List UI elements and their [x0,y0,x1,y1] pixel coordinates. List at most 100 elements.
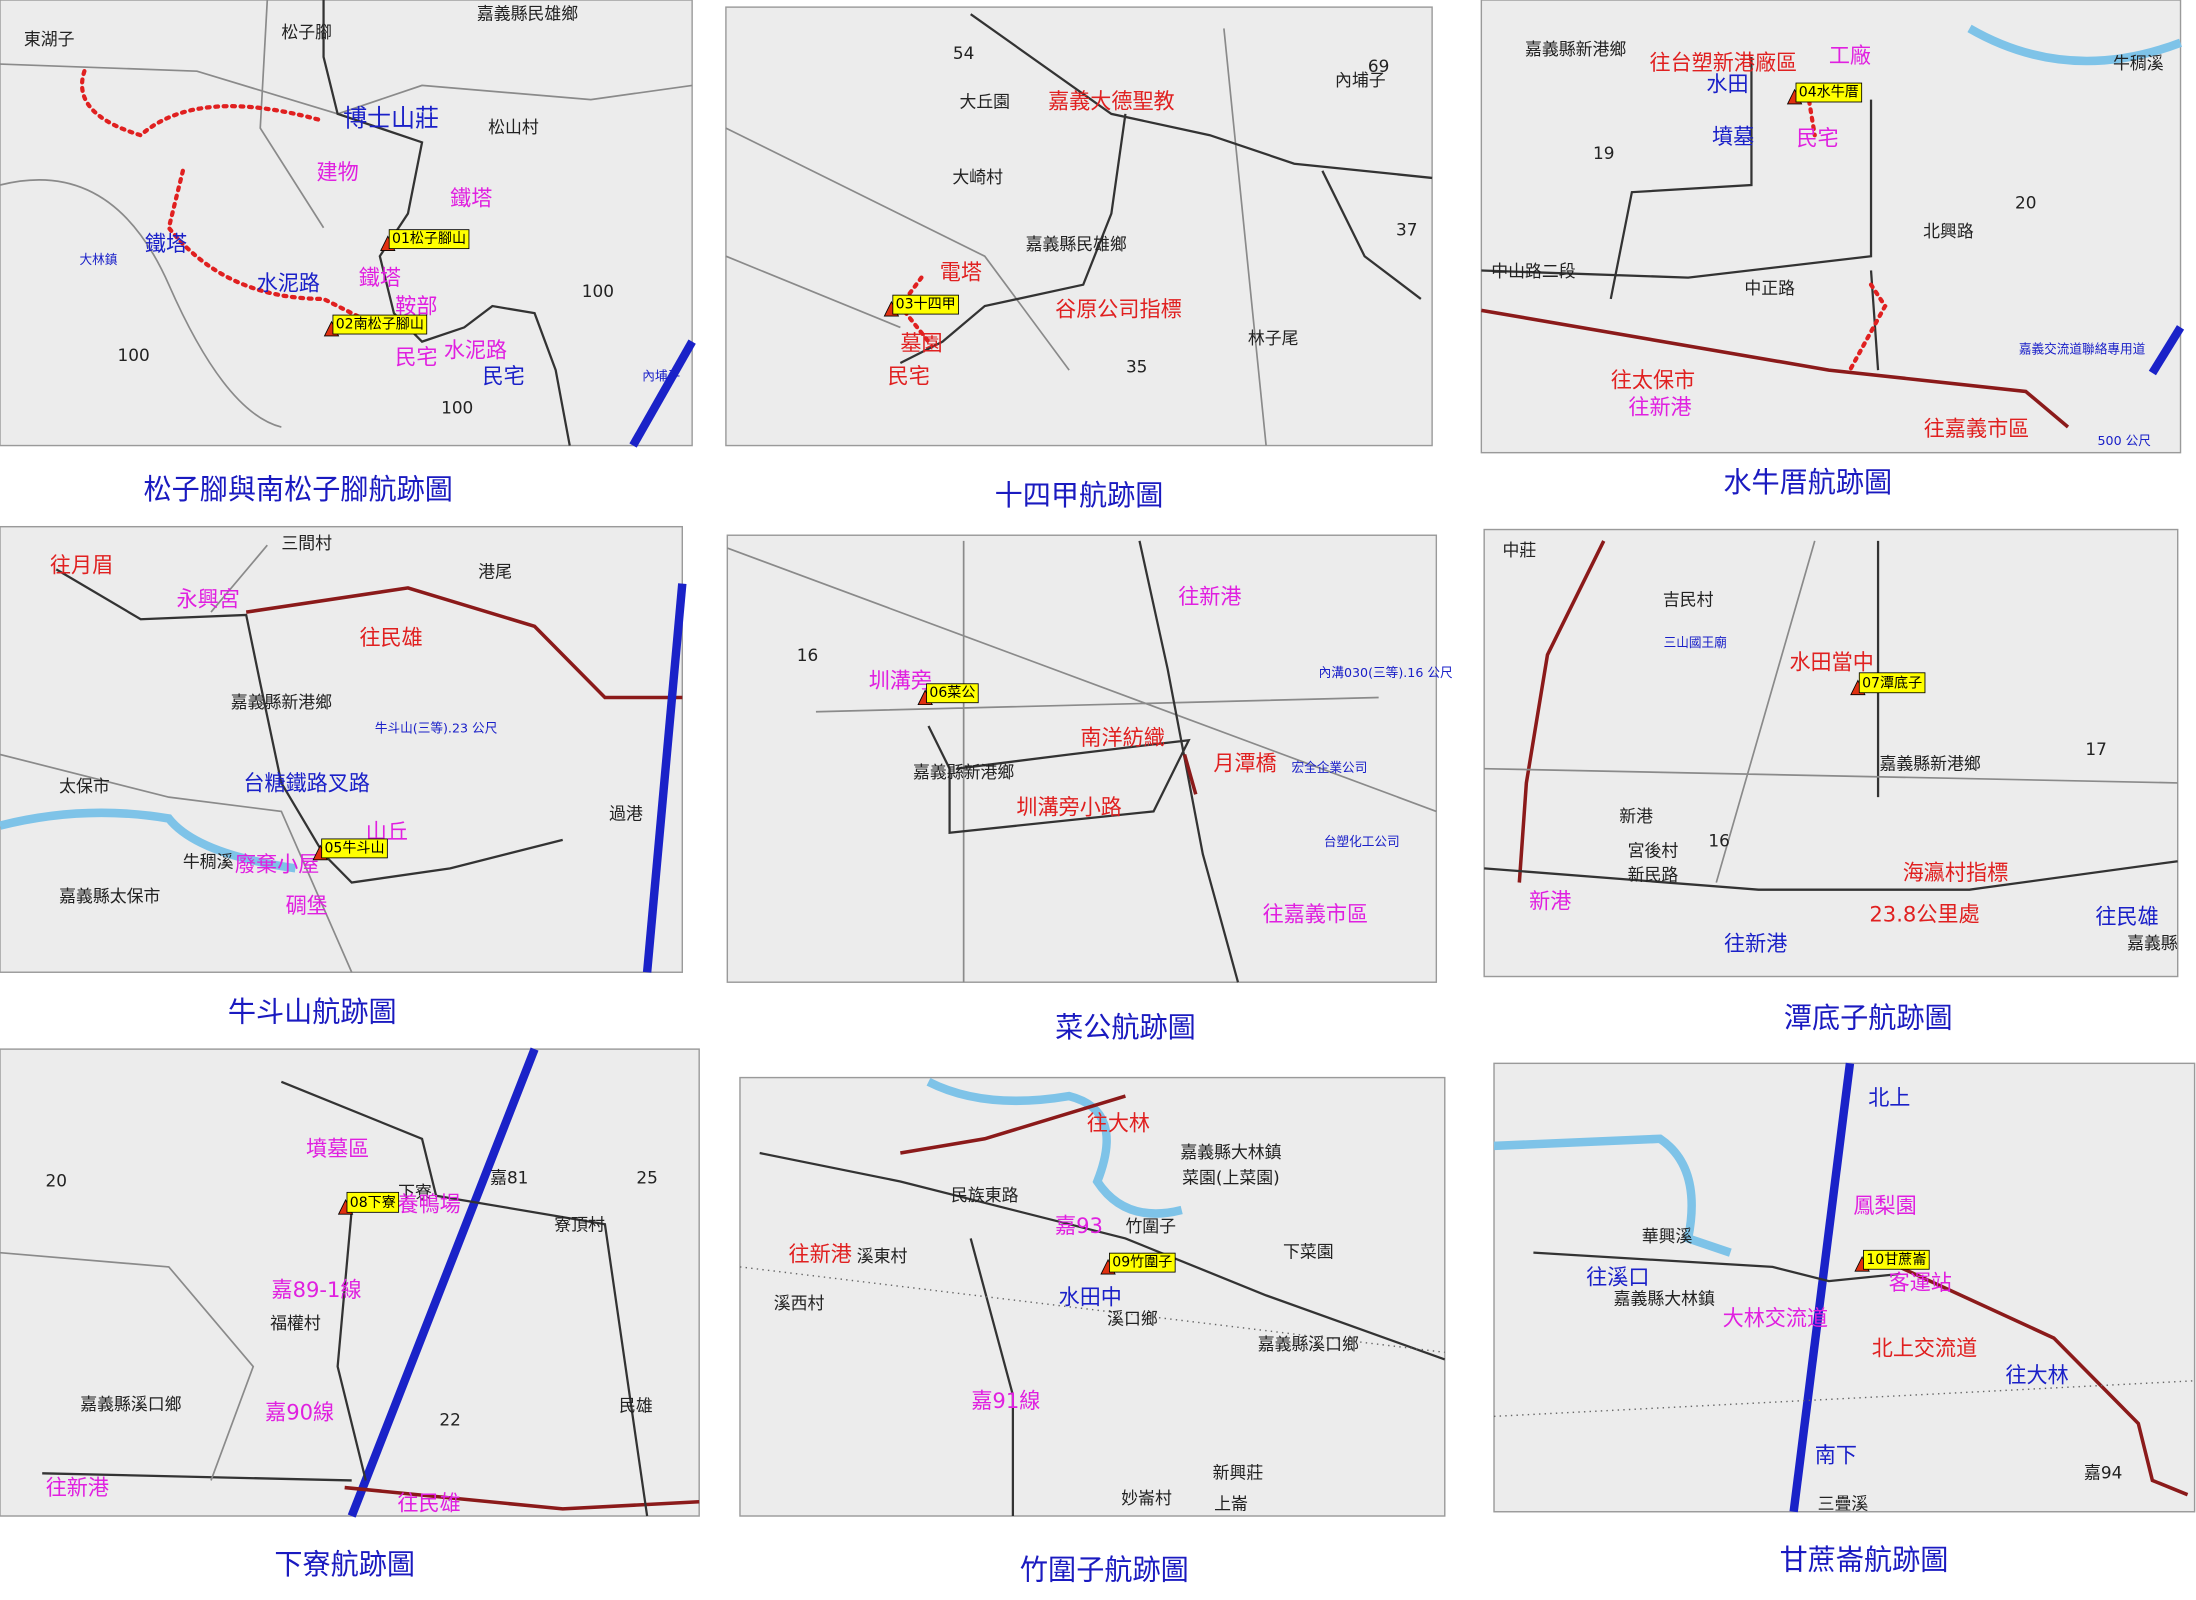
place-label: 嘉90線 [265,1400,334,1425]
place-label: 鳳梨園 [1853,1194,1916,1219]
place-label: 17 [2085,740,2106,760]
place-label: 太保市 [59,777,110,797]
place-label: 54 [953,44,974,64]
place-label: 新港 [1529,889,1571,914]
map-panel [0,525,683,973]
place-label: 竹圍子 [1125,1217,1176,1237]
place-label: 100 [118,346,150,366]
map-panel [1480,0,2182,454]
place-label: 嘉義縣新港鄉 [913,763,1014,783]
waypoint-box [1795,82,1863,103]
panel-caption: 水牛厝航跡圖 [1723,466,1892,499]
waypoint-box [1109,1252,1176,1273]
place-label: 水田中 [1059,1285,1122,1310]
place-label: 水田 [1706,72,1748,97]
place-label: 往大林 [1087,1111,1150,1136]
place-label: 內埔子 [642,370,680,385]
place-label: 下菜園 [1283,1243,1334,1263]
place-label: 水田當中 [1789,650,1873,675]
place-label: 溪口鄉 [1107,1310,1158,1330]
place-label: 海瀛村指標 [1903,861,2008,886]
place-label: 民雄 [619,1396,653,1416]
place-label: 宮後村 [1628,841,1679,861]
panel-caption: 竹圍子航跡圖 [1020,1553,1189,1586]
place-label: 鐵塔 [359,266,401,291]
waypoint-box [1858,672,1926,694]
place-label: 37 [1396,221,1417,241]
place-label: 墳墓 [1712,125,1754,150]
place-label: 谷原公司指標 [1055,297,1182,322]
place-label: 嘉義縣民雄鄉 [477,4,578,24]
place-label: 往新港 [1628,395,1691,420]
place-label: 19 [1593,144,1614,164]
waypoint-label: 04水牛厝 [1799,84,1859,100]
place-label: 往新港 [789,1242,852,1267]
panel-caption: 下寮航跡圖 [274,1548,415,1581]
place-label: 松山村 [488,118,539,138]
panel-caption: 甘蔗崙航跡圖 [1780,1543,1949,1576]
place-label: 嘉義縣新港鄉 [1525,40,1626,60]
place-label: 20 [46,1171,67,1191]
place-label: 民族東路 [951,1186,1019,1206]
waypoint-box [1863,1249,1930,1270]
panel-backgrounds [0,0,2196,1517]
place-label: 嘉義縣溪口鄉 [1258,1335,1359,1355]
map-panel [725,6,1433,447]
place-label: 上崙 [1214,1495,1248,1515]
place-label: 23.8公里處 [1869,902,1979,927]
place-label: 內埔子 [1335,71,1386,91]
place-label: 電塔 [940,260,982,285]
place-label: 台糖鐵路叉路 [243,771,370,796]
place-label: 25 [636,1169,657,1189]
place-label: 往嘉義市區 [1263,902,1368,927]
place-label: 嘉89-1線 [271,1278,361,1303]
place-label: 嘉義大德聖教 [1048,89,1175,114]
waypoint-box [926,683,979,704]
place-label: 內溝030(三等).16 公尺 [1319,665,1453,681]
place-label: 林子尾 [1248,329,1299,349]
place-label: 墓園 [900,331,942,356]
waypoint-box [388,229,470,250]
place-label: 水泥路 [257,272,320,297]
place-label: 民宅 [1796,126,1838,151]
place-label: 牛斗山(三等).23 公尺 [375,720,498,736]
place-label: 中正路 [1744,279,1795,299]
place-label: 嘉義縣大林鎮 [1614,1290,1715,1310]
place-label: 往新港 [46,1476,109,1501]
place-label: 溪東村 [857,1247,908,1267]
place-label: 35 [1126,357,1147,377]
place-label: 水泥路 [444,339,507,364]
place-label: 博士山莊 [343,104,439,132]
place-label: 民宅 [888,364,930,389]
waypoint-label: 10甘蔗崙 [1866,1252,1926,1268]
place-label: 新興莊 [1213,1463,1264,1483]
place-label: 牛稠溪 [2113,54,2164,74]
place-label: 100 [582,282,614,302]
place-label: 港尾 [478,562,512,582]
place-label: 東湖子 [24,30,75,50]
panel-caption: 潭底子航跡圖 [1784,1001,1953,1034]
place-label: 下寮 [398,1183,432,1203]
place-label: 民宅 [483,364,525,389]
place-label: 22 [439,1411,460,1431]
waypoint-label: 08下寮 [350,1194,396,1211]
place-label: 往民雄 [2095,905,2158,930]
place-label: 三疊溪 [1818,1495,1869,1515]
place-label: 往台塑新港廠區 [1649,51,1797,76]
place-label: 福權村 [270,1314,321,1334]
place-label: 廢棄小屋 [235,852,319,877]
waypoint-label: 02南松子腳山 [336,317,424,333]
panel-caption: 十四甲航跡圖 [995,479,1164,512]
waypoint-label: 05牛斗山 [324,840,384,856]
place-label: 往溪口 [1586,1265,1649,1290]
map-lines [0,0,2195,1518]
place-label: 月潭橋 [1213,751,1276,776]
place-label: 台塑化工公司 [1324,835,1400,850]
panel-caption: 菜公航跡圖 [1055,1011,1196,1044]
place-label: 嘉義縣民雄鄉 [1026,235,1127,255]
place-label: 吉民村 [1663,591,1714,611]
place-label: 500 公尺 [2098,434,2152,449]
place-label: 往新港 [1178,585,1241,610]
place-label: 新民路 [1628,865,1679,885]
